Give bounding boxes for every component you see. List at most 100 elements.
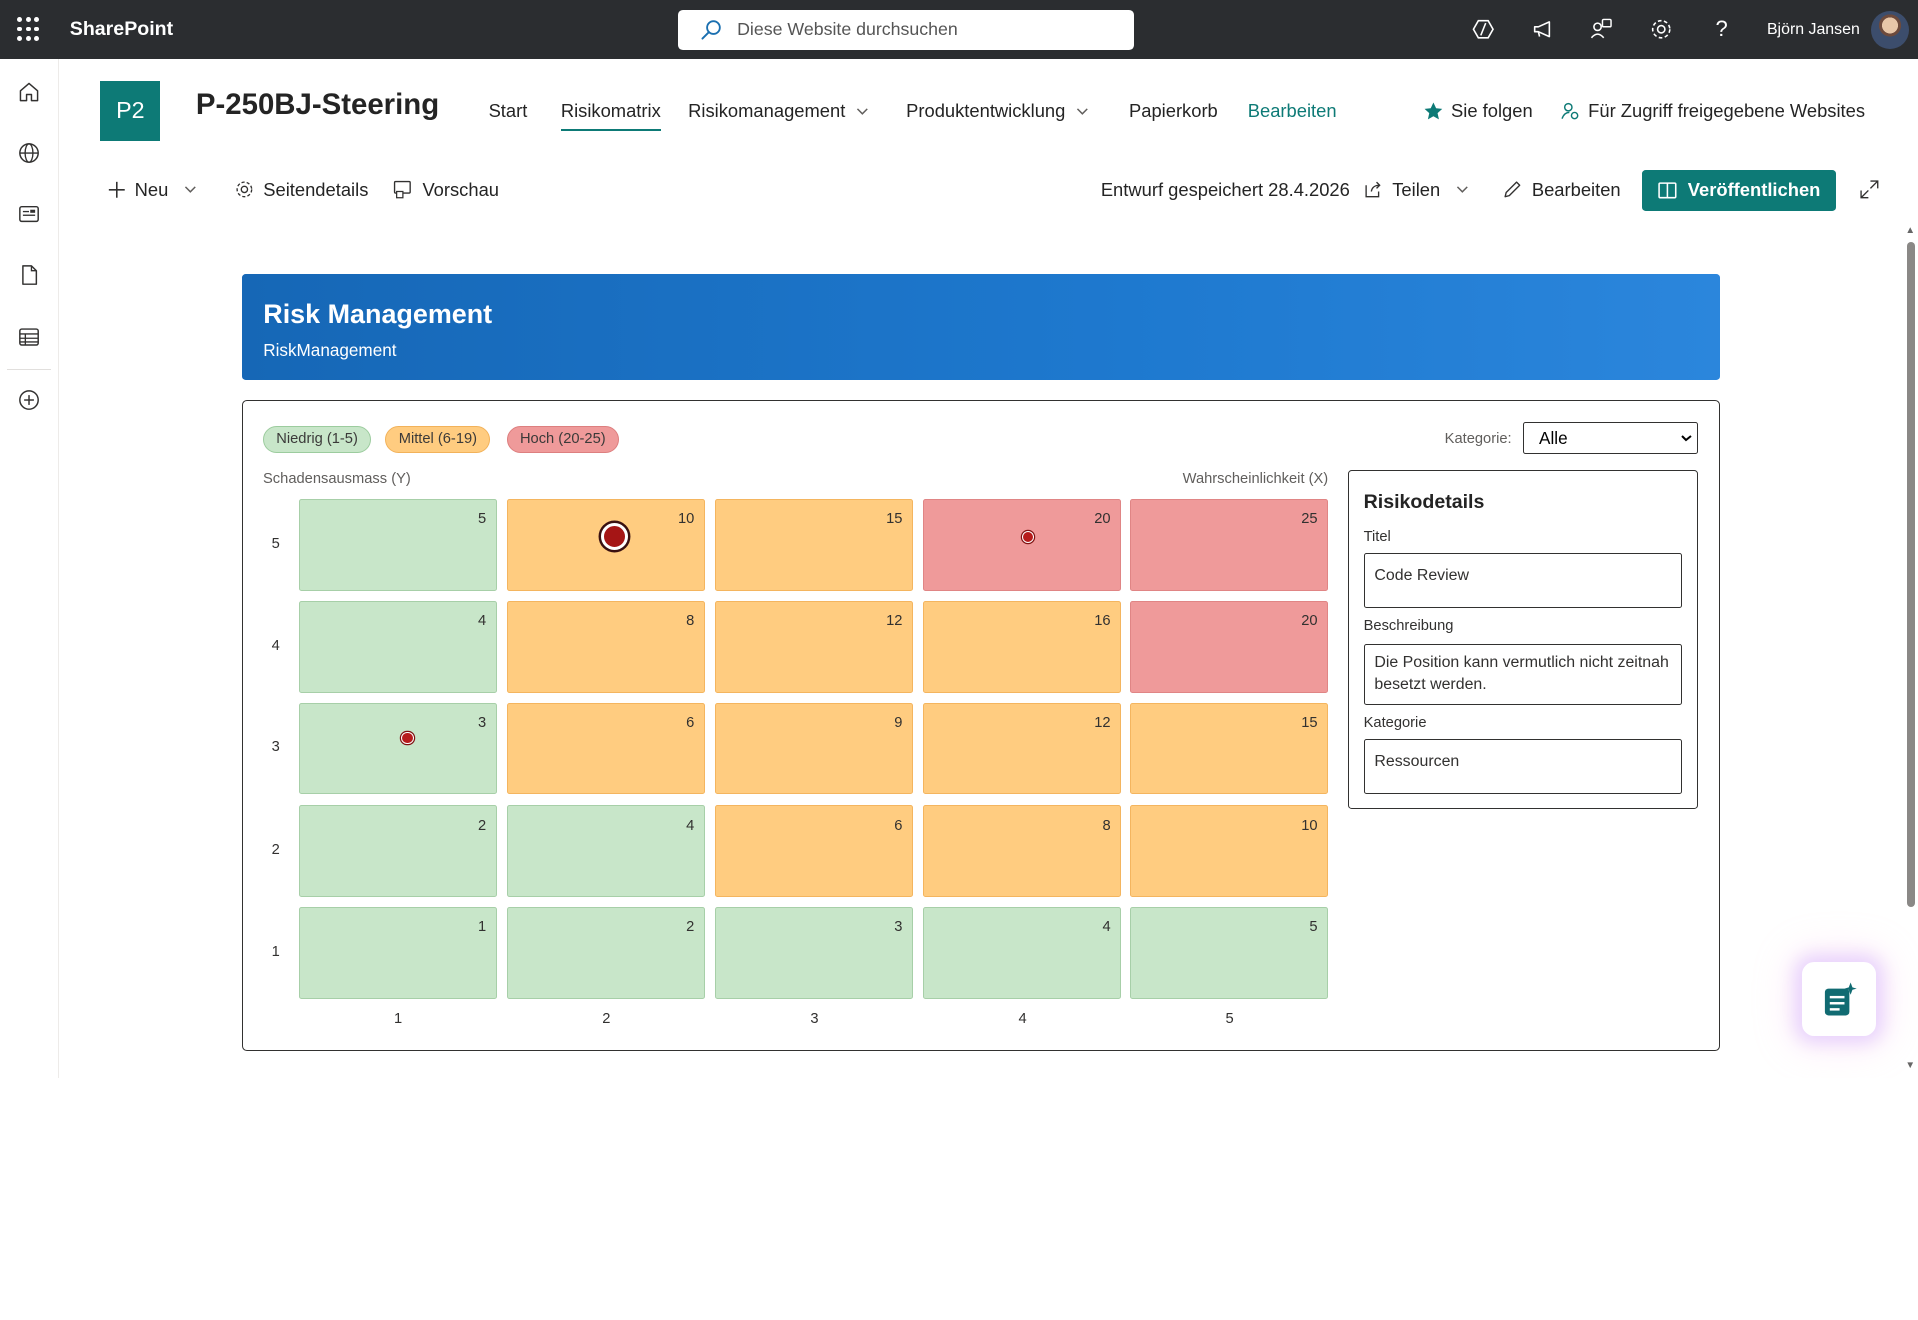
matrix-cell[interactable]: 25 [1129,499,1329,592]
matrix-cell[interactable]: 3 [714,907,914,999]
scrollbar-thumb[interactable] [1906,242,1916,908]
matrix-cell[interactable]: 15 [714,499,914,592]
create-plus-icon[interactable] [17,388,41,412]
nav-start[interactable]: Start [489,100,528,122]
news-icon[interactable] [17,202,41,226]
matrix-cell[interactable]: 5 [298,499,497,592]
matrix-cell[interactable]: 20 [923,499,1122,592]
cell-score: 4 [686,817,695,834]
expand-button[interactable] [1859,179,1880,200]
matrix-cell[interactable]: 15 [1129,702,1329,795]
matrix-cell[interactable]: 12 [714,600,914,693]
cell-score: 12 [886,613,903,629]
matrix-cell[interactable]: 2 [506,907,706,999]
user-name[interactable]: Björn Jansen [1766,20,1860,38]
cell-score: 4 [477,613,487,629]
shared-sites-button[interactable]: Für Zugriff freigegebene Websites [1560,100,1865,122]
chevron-down-icon [1077,108,1088,115]
avatar[interactable] [1871,11,1909,49]
matrix-cell[interactable]: 20 [1129,600,1329,693]
cell-score: 3 [477,714,487,731]
matrix-cell[interactable]: 4 [506,805,706,898]
nav-label: Risikomanagement [688,100,846,122]
matrix-cell[interactable]: 5 [1129,907,1329,999]
nav-risikomanagement[interactable]: Risikomanagement [688,100,870,122]
scroll-down-arrow[interactable]: ▼ [1905,1060,1915,1072]
cell-score: 1 [477,919,487,936]
legend-high: Hoch (20-25) [506,425,619,453]
nav-produktentwicklung[interactable]: Produktentwicklung [906,100,1090,122]
category-field[interactable]: Ressourcen [1363,739,1682,795]
matrix-cell[interactable]: 12 [923,702,1122,795]
search-input[interactable] [737,19,1105,41]
matrix-cell[interactable]: 6 [506,702,706,795]
matrix-cell[interactable]: 3 [298,702,497,795]
matrix-cell[interactable]: 6 [714,805,914,898]
nav-label: Bearbeiten [1247,100,1337,122]
matrix-cell[interactable]: 1 [298,907,497,999]
site-title[interactable]: P-250BJ-Steering [195,88,440,122]
star-icon [1424,102,1443,120]
nav-label: Risikomatrix [560,100,661,122]
details-heading: Risikodetails [1363,490,1485,513]
cell-score: 9 [894,714,903,731]
file-icon[interactable] [17,263,41,287]
matrix-cell[interactable]: 2 [298,805,497,898]
nav-label: Start [488,100,528,122]
cell-score: 15 [1301,714,1318,731]
x-tick-label: 4 [1018,1011,1027,1028]
matrix-cell[interactable]: 16 [923,600,1122,693]
megaphone-icon[interactable] [1528,15,1557,44]
new-button[interactable]: Neu [107,179,198,201]
edit-button[interactable]: Bearbeiten [1502,179,1621,201]
page-details-button[interactable]: Seitendetails [234,179,368,201]
risk-marker[interactable] [1022,531,1035,544]
matrix-cell[interactable]: 9 [714,702,914,795]
suite-bar: SharePoint ? Björn Jansen [0,0,1918,59]
title-field[interactable]: Code Review [1363,553,1682,609]
risk-marker[interactable] [401,732,414,745]
app-launcher-icon[interactable] [17,17,41,41]
follow-button[interactable]: Sie folgen [1423,100,1533,122]
risk-marker-selected[interactable] [600,522,628,550]
matrix-cell[interactable]: 8 [923,805,1122,898]
description-label: Beschreibung [1363,617,1454,634]
preview-button[interactable]: Vorschau [393,179,499,201]
nav-edit-link[interactable]: Bearbeiten [1248,100,1337,122]
list-icon[interactable] [17,324,41,348]
cell-score: 12 [1094,714,1111,731]
y-tick-label: 2 [271,842,280,859]
risk-details-panel: Risikodetails Titel Code Review Beschrei… [1347,469,1699,810]
scroll-up-arrow[interactable]: ▲ [1905,225,1915,237]
gear-icon[interactable] [1647,15,1676,44]
category-select[interactable]: Alle [1523,422,1699,455]
help-icon[interactable]: ? [1715,16,1728,42]
follow-label: Sie folgen [1451,100,1533,122]
site-logo[interactable]: P2 [100,80,161,141]
shared-label: Für Zugriff freigegebene Websites [1588,100,1866,122]
matrix-cell[interactable]: 8 [506,600,706,693]
title-label: Titel [1363,528,1391,545]
cell-score: 15 [886,511,903,528]
category-label: Kategorie [1363,714,1427,731]
matrix-cell[interactable]: 4 [923,907,1122,999]
share-label: Teilen [1392,178,1441,200]
matrix-cell[interactable]: 10 [1129,805,1329,898]
home-icon[interactable] [17,80,41,104]
share-people-icon[interactable] [1587,15,1616,44]
left-rail [0,58,59,1078]
app-name[interactable]: SharePoint [69,18,174,41]
copilot-fab[interactable] [1802,962,1876,1036]
cell-score: 5 [1309,919,1318,936]
globe-icon[interactable] [17,141,41,165]
matrix-cell[interactable]: 10 [506,499,706,592]
nav-papierkorb[interactable]: Papierkorb [1129,100,1218,122]
share-button[interactable]: Teilen [1363,179,1470,201]
matrix-cell[interactable]: 4 [298,600,497,693]
cell-score: 16 [1094,613,1111,629]
description-field[interactable]: Die Position kann vermutlich nicht zeitn… [1363,643,1682,705]
publish-button[interactable]: Veröffentlichen [1642,170,1836,211]
search-box[interactable] [678,9,1134,51]
copilot-icon[interactable] [1468,15,1497,44]
nav-risikomatrix[interactable]: Risikomatrix [560,100,661,131]
